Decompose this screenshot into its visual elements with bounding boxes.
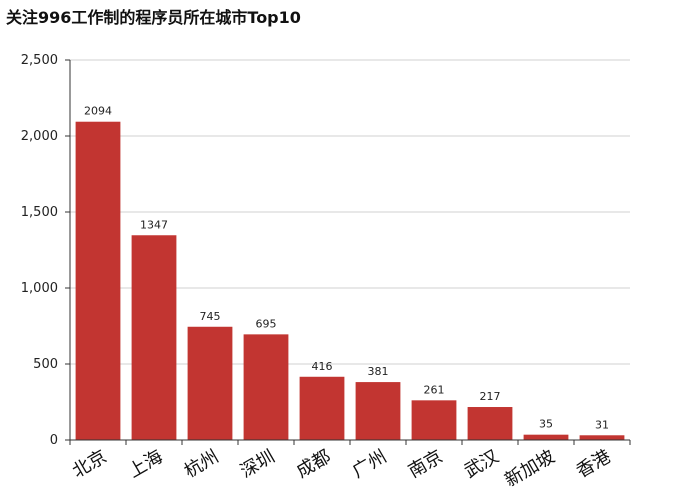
y-tick-label: 0 xyxy=(50,433,58,448)
bar xyxy=(579,435,625,440)
x-category-label: 香港 xyxy=(573,446,615,482)
data-label: 381 xyxy=(368,365,389,378)
data-label: 695 xyxy=(256,317,277,330)
x-category-label: 深圳 xyxy=(237,446,279,482)
data-label: 416 xyxy=(312,360,333,373)
x-category-label: 新加坡 xyxy=(501,446,558,491)
y-tick-label: 2,500 xyxy=(21,53,58,68)
x-category-label: 杭州 xyxy=(181,446,223,482)
y-tick-label: 1,000 xyxy=(21,281,58,296)
data-label: 31 xyxy=(595,418,609,431)
x-category-label: 南京 xyxy=(405,446,447,482)
x-category-label: 北京 xyxy=(69,446,111,482)
data-label: 745 xyxy=(200,310,221,323)
bar xyxy=(467,407,513,440)
bar xyxy=(131,235,177,440)
data-label: 217 xyxy=(480,390,501,403)
x-category-label: 上海 xyxy=(125,446,167,482)
chart-title: 关注996工作制的程序员所在城市Top10 xyxy=(6,8,301,27)
axes xyxy=(65,59,631,445)
bar xyxy=(523,434,569,440)
bars xyxy=(75,121,625,440)
bar xyxy=(411,400,457,440)
bar xyxy=(75,121,121,440)
y-axis-ticks: 0 500 1,000 1,500 2,000 2,500 xyxy=(21,53,58,448)
x-category-label: 广州 xyxy=(349,446,391,482)
data-label: 1347 xyxy=(140,218,168,231)
bar xyxy=(299,376,345,440)
y-tick-label: 2,000 xyxy=(21,129,58,144)
y-tick-label: 1,500 xyxy=(21,205,58,220)
data-label: 35 xyxy=(539,418,553,431)
bar xyxy=(187,326,233,440)
bar xyxy=(355,382,401,440)
x-category-label: 成都 xyxy=(293,446,335,482)
gridlines xyxy=(70,59,630,365)
x-category-label: 武汉 xyxy=(461,446,503,482)
y-tick-label: 500 xyxy=(33,357,58,372)
data-labels: 2094 1347 745 695 416 381 261 217 35 31 xyxy=(84,105,609,432)
bar xyxy=(243,334,289,440)
data-label: 261 xyxy=(424,383,445,396)
data-label: 2094 xyxy=(84,105,112,118)
